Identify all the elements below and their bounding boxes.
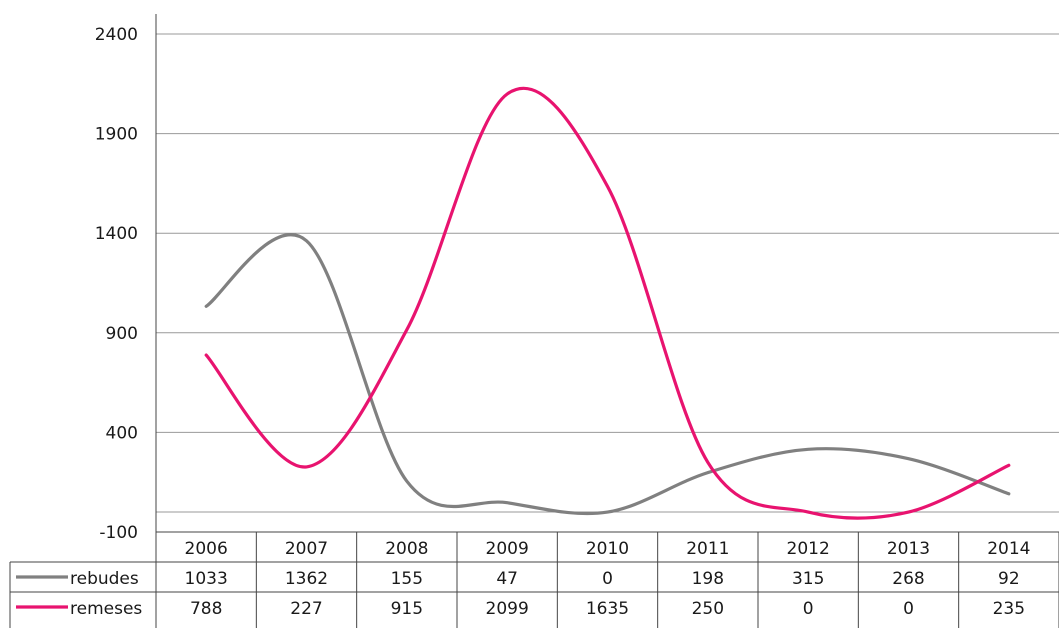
legend-label: rebudes [70, 569, 139, 589]
table-cell-value: 250 [692, 599, 724, 619]
x-category-label: 2006 [185, 539, 228, 559]
y-tick-label: 900 [106, 324, 138, 344]
table-cell-value: 155 [391, 569, 423, 589]
table-cell-value: 788 [190, 599, 222, 619]
table-cell-value: 92 [998, 569, 1020, 589]
table-cell-value: 0 [903, 599, 914, 619]
table-cell-value: 915 [391, 599, 423, 619]
x-category-label: 2007 [285, 539, 328, 559]
y-tick-label: -100 [99, 523, 138, 543]
x-category-label: 2013 [887, 539, 930, 559]
y-tick-label: 1400 [95, 224, 138, 244]
x-category-label: 2012 [787, 539, 830, 559]
table-cell-value: 268 [892, 569, 924, 589]
x-category-label: 2010 [586, 539, 629, 559]
table-cell-value: 1033 [185, 569, 228, 589]
table-cell-value: 227 [290, 599, 322, 619]
y-tick-label: 1900 [95, 125, 138, 145]
x-category-label: 2014 [987, 539, 1030, 559]
x-category-label: 2009 [486, 539, 529, 559]
table-cell-value: 0 [803, 599, 814, 619]
table-cell-value: 235 [993, 599, 1025, 619]
series-lines [204, 86, 1011, 520]
y-tick-label: 400 [106, 423, 138, 443]
table-cell-value: 198 [692, 569, 724, 589]
table-cell-value: 2099 [486, 599, 529, 619]
series-line-rebudes [204, 233, 1011, 516]
x-category-label: 2011 [686, 539, 729, 559]
table-cell-value: 315 [792, 569, 824, 589]
y-tick-label: 2400 [95, 25, 138, 45]
grid-lines [156, 33, 1059, 533]
table-cell-value: 1635 [586, 599, 629, 619]
y-axis-ticks: -100 400 900 1400 1900 2400 [95, 25, 138, 543]
table-cell-value: 47 [496, 569, 518, 589]
data-table: 2006 2007 2008 2009 2010 2011 2012 2013 2014 rebu… [9, 531, 1059, 628]
x-category-label: 2008 [385, 539, 428, 559]
series-line-remeses [204, 86, 1011, 520]
table-cell-value: 0 [602, 569, 613, 589]
legend-label: remeses [70, 599, 142, 619]
table-cell-value: 1362 [285, 569, 328, 589]
